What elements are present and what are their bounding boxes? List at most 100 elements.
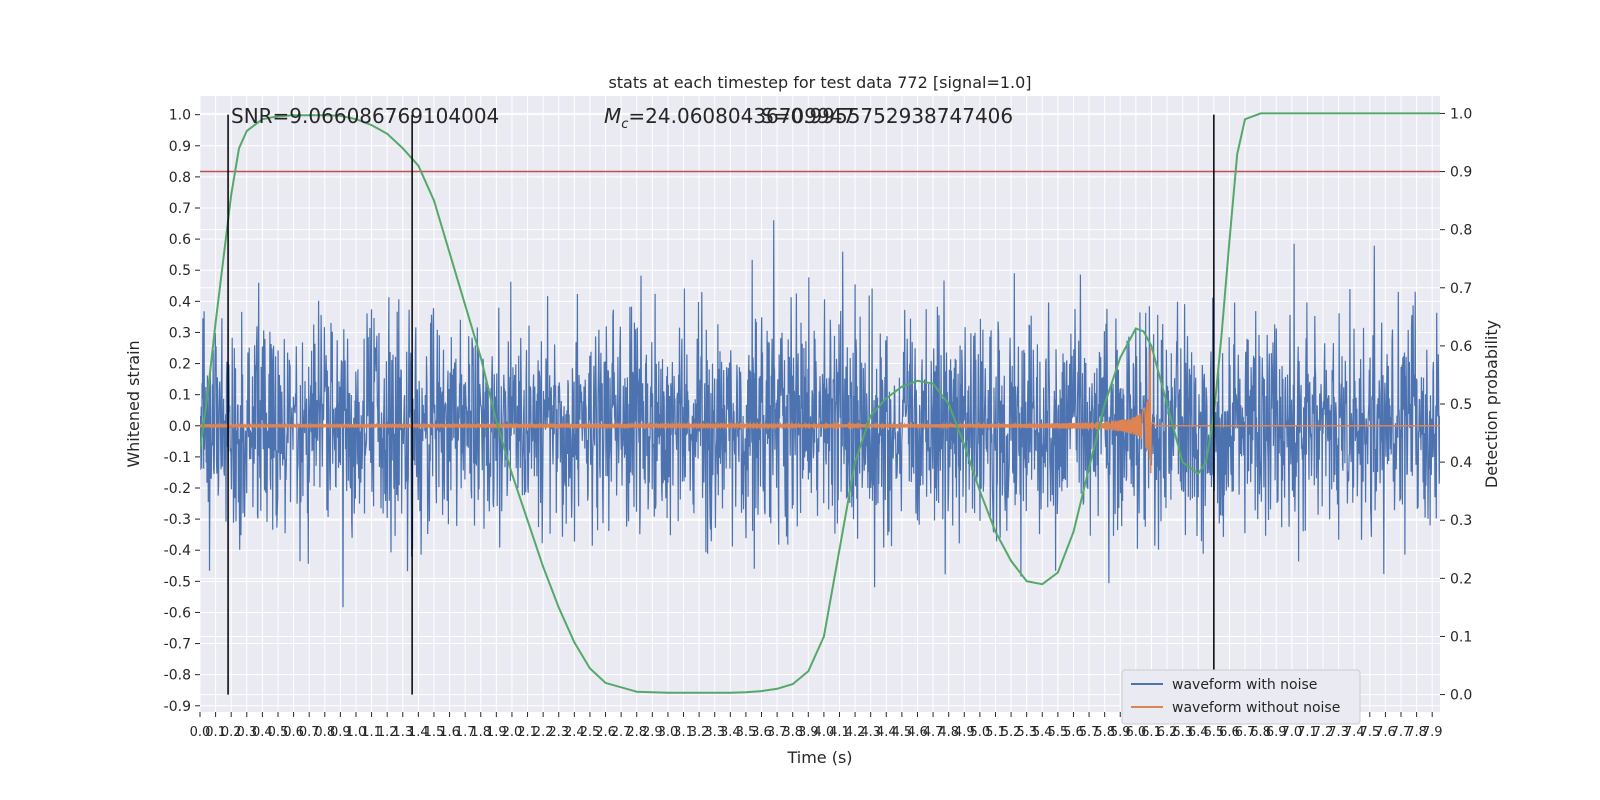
x-tick-label: 3.6 [751,725,772,740]
y2-tick-label: 0.1 [1450,629,1472,645]
series-waveform-with-noise [200,220,1440,608]
x-tick-label: 6.9 [1266,725,1287,740]
series-detection-probability [200,112,1440,694]
y-tick-label: 0.3 [169,325,191,341]
y2-tick-label: 0.8 [1450,223,1472,239]
x-tick-label: 4.3 [860,725,881,740]
annotation-chirp-mass-value: =24.06080436709947 [628,104,855,128]
x-tick-label: 4.1 [829,725,850,740]
x-tick-label: 4.7 [923,725,944,740]
x-tick-label: 5.6 [1063,725,1084,740]
x-tick-label: 5.9 [1110,725,1131,740]
y-tick-label: 0.0 [169,419,191,435]
x-tick-label: 6.1 [1141,725,1162,740]
x-tick-label: 2.3 [548,725,569,740]
legend-label-noise: waveform with noise [1172,677,1317,693]
y2-tick-label: 0.4 [1450,455,1472,471]
y-tick-label: 0.4 [169,294,191,310]
x-tick-label: 6.2 [1157,725,1178,740]
x-tick-label: 3.3 [704,725,725,740]
x-tick-label: 6.7 [1235,725,1256,740]
x-tick-label: 0.7 [299,725,320,740]
x-tick-label: 3.7 [767,725,788,740]
y-tick-label: 0.5 [169,263,191,279]
x-tick-label: 5.4 [1032,725,1053,740]
y-axis-ticks: -0.9 -0.8 -0.7 -0.6 -0.5 -0.4 -0.3 -0.2 -0.1 0.0 0… [164,108,200,715]
x-tick-label: 7.6 [1375,725,1396,740]
x-tick-label: 2.8 [626,725,647,740]
x-tick-label: 3.5 [736,725,757,740]
x-tick-label: 3.1 [673,725,694,740]
y-tick-label: -0.8 [164,668,191,684]
x-tick-label: 2.7 [611,725,632,740]
annotation-chirp-mass-symbol: M [604,104,621,128]
y-axis-label: Whitened strain [124,340,143,467]
x-tick-label: 0.2 [221,725,242,740]
x-tick-label: 7.5 [1359,725,1380,740]
y-tick-label: -0.3 [164,512,191,528]
x-tick-label: 1.4 [408,725,429,740]
x-tick-label: 3.0 [658,725,679,740]
x-tick-label: 0.3 [236,725,257,740]
x-tick-label: 5.1 [985,725,1006,740]
x-tick-label: 6.4 [1188,725,1209,740]
noise-waveform [200,220,1440,608]
x-tick-label: 5.0 [970,725,991,740]
x-tick-label: 7.0 [1281,725,1302,740]
x-tick-label: 0.6 [283,725,304,740]
x-tick-label: 0.4 [252,725,273,740]
y-tick-label: 0.7 [169,201,191,217]
y-tick-label: 0.2 [169,357,191,373]
x-tick-label: 7.7 [1391,725,1412,740]
x-tick-label: 0.8 [314,725,335,740]
x-tick-label: 6.5 [1203,725,1224,740]
x-tick-label: 1.3 [392,725,413,740]
x-tick-label: 4.0 [814,725,835,740]
y-tick-label: 0.6 [169,232,191,248]
x-tick-label: 2.4 [564,725,585,740]
x-tick-label: 1.1 [361,725,382,740]
x-tick-label: 6.3 [1172,725,1193,740]
x-tick-label: 3.8 [782,725,803,740]
x-tick-label: 5.8 [1094,725,1115,740]
y-tick-label: 1.0 [169,108,191,124]
x-tick-label: 7.8 [1406,725,1427,740]
x-tick-label: 2.0 [502,725,523,740]
x-tick-label: 6.6 [1219,725,1240,740]
x-tick-label: 4.6 [907,725,928,740]
annotation-chirp-mass: Mc=24.06080436709947 [604,104,855,132]
y2-tick-label: 1.0 [1450,106,1472,122]
x-tick-label: 7.9 [1422,725,1443,740]
y2-axis-ticks: 0.0 0.1 0.2 0.3 0.4 0.5 0.6 0.7 0.8 0.9 1.0 [1440,106,1472,704]
y2-tick-label: 0.0 [1450,688,1472,704]
annotation-score: S=0.9955752938747406 [761,104,1013,128]
y-tick-label: 0.9 [169,139,191,155]
x-tick-label: 0.1 [205,725,226,740]
x-tick-label: 2.2 [533,725,554,740]
x-tick-label: 4.5 [892,725,913,740]
x-tick-label: 0.0 [190,725,211,740]
y-tick-label: -0.4 [164,543,191,559]
y2-tick-label: 0.3 [1450,513,1472,529]
y-tick-label: -0.7 [164,637,191,653]
y-tick-label: -0.6 [164,605,191,621]
y2-axis-label: Detection probability [1482,320,1501,488]
y-tick-label: -0.9 [164,699,191,715]
x-tick-label: 1.5 [424,725,445,740]
x-tick-label: 3.9 [798,725,819,740]
vertical-markers [227,114,1215,695]
x-tick-label: 5.5 [1048,725,1069,740]
x-tick-label: 2.6 [595,725,616,740]
x-tick-label: 7.4 [1344,725,1365,740]
x-tick-label: 1.7 [455,725,476,740]
y-tick-label: -0.5 [164,574,191,590]
clean-waveform [200,347,1440,474]
x-tick-label: 1.8 [470,725,491,740]
y-tick-label: -0.1 [164,450,191,466]
x-tick-label: 4.2 [845,725,866,740]
legend-box [1121,669,1361,725]
x-tick-label: 1.0 [346,725,367,740]
x-tick-label: 4.4 [876,725,897,740]
x-tick-label: 0.9 [330,725,351,740]
